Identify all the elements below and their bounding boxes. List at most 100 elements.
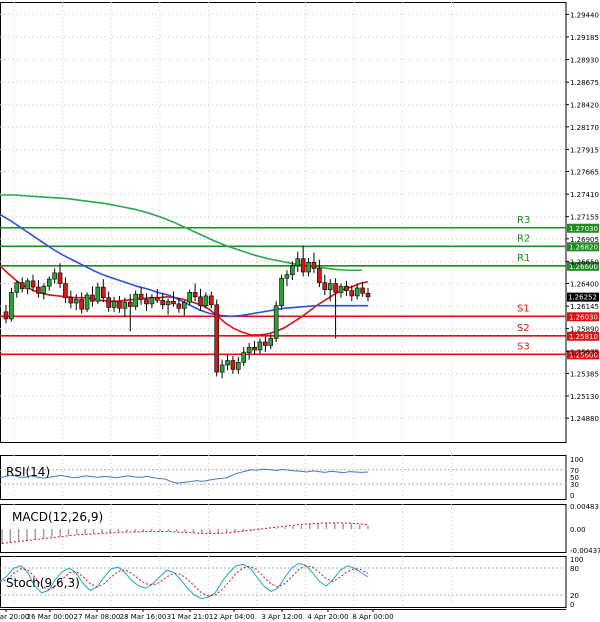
candle-body <box>14 282 20 293</box>
time-tick-label: 27 Mar 08:00 <box>74 613 121 621</box>
candle-body <box>30 280 36 288</box>
candle-body <box>165 300 171 306</box>
candle-body <box>68 297 74 304</box>
candle-body <box>36 286 41 294</box>
candle-body <box>354 287 360 297</box>
price-tick-label: 1.26145 <box>570 303 599 311</box>
candle-body <box>236 362 241 370</box>
candle-body <box>57 272 63 284</box>
time-tick-label: 2 Apr 04:00 <box>213 613 254 621</box>
level-tag-s2: 1.25810 <box>569 333 598 341</box>
stoch-k-line <box>0 562 369 600</box>
level-name-r3: R3 <box>517 215 530 226</box>
level-tag-s1: 1.26030 <box>569 313 598 321</box>
price-tick-label: 1.25890 <box>570 326 599 334</box>
stoch-tick-label: 0 <box>570 601 574 609</box>
time-tick-label: 4 Apr 20:00 <box>307 613 348 621</box>
candle-body <box>127 301 133 307</box>
price-tick-label: 1.25130 <box>570 393 599 401</box>
candle-body <box>106 297 111 308</box>
candle-body <box>263 341 268 346</box>
candle-body <box>63 283 68 298</box>
candle-body <box>209 295 214 306</box>
price-tick-label: 1.25385 <box>570 370 599 378</box>
price-tick-label: 1.27915 <box>570 146 599 154</box>
macd-signal-line <box>1 522 369 544</box>
time-tick-label: 31 Mar 21:01 <box>167 613 214 621</box>
candle-body <box>306 261 311 273</box>
level-tag-bg <box>567 312 599 322</box>
candle-body <box>187 292 193 303</box>
candle-body <box>25 280 30 290</box>
candle-body <box>349 290 355 297</box>
candle-body <box>90 294 95 302</box>
macd-tick-label: -0.004377 <box>570 547 600 555</box>
current-price-tag <box>567 292 599 302</box>
grid-lines <box>0 2 566 607</box>
candle-body <box>365 292 371 298</box>
candle-body <box>19 282 25 290</box>
candle-body <box>241 352 247 363</box>
price-tick-label: 1.27665 <box>570 169 599 177</box>
axis-labels: 1.29440 1.29185 1.28930 1.28675 1.28420 1.281… <box>0 11 600 621</box>
level-tag-r1: 1.26600 <box>569 263 598 271</box>
level-tag-bg <box>567 223 599 233</box>
candle-body <box>311 261 317 269</box>
candle-body <box>144 299 149 305</box>
candlesticks <box>3 245 371 379</box>
candle-body <box>327 283 333 291</box>
candle-body <box>333 283 338 293</box>
candle-body <box>230 360 236 370</box>
price-tick-label: 1.28420 <box>570 102 599 110</box>
price-panel-frame <box>0 2 567 443</box>
candle-body <box>360 287 365 294</box>
candle-body <box>252 346 257 351</box>
level-name-s2: S2 <box>517 323 530 334</box>
price-tick-label: 1.24880 <box>570 415 599 423</box>
level-tag-s3: 1.25600 <box>569 351 598 359</box>
level-name-r2: R2 <box>517 233 530 244</box>
candle-body <box>284 274 290 279</box>
time-tick-label: 8 Apr 00:00 <box>352 613 393 621</box>
candle-body <box>322 282 328 291</box>
level-name-r1: R1 <box>517 253 530 264</box>
candle-body <box>79 299 84 310</box>
level-tag-r2: 1.26820 <box>569 243 598 251</box>
candle-body <box>176 303 182 309</box>
candle-body <box>154 297 160 301</box>
candle-body <box>268 338 274 346</box>
candle-body <box>344 285 349 291</box>
candle-body <box>111 300 117 308</box>
candle-body <box>246 346 252 353</box>
candle-body <box>225 360 230 366</box>
ma-line <box>0 265 369 336</box>
indicator-panels <box>0 468 566 600</box>
stoch-tick-label: 100 <box>570 556 583 564</box>
level-tag-bg <box>567 331 599 341</box>
time-tick-label: 28 Mar 16:00 <box>120 613 167 621</box>
candle-body <box>41 285 47 294</box>
level-tag-r3: 1.27030 <box>569 225 598 233</box>
rsi-tick-label: 70 <box>570 467 579 475</box>
candle-body <box>46 278 52 287</box>
candle-body <box>279 277 284 306</box>
candle-body <box>149 297 155 305</box>
candle-body <box>171 300 176 305</box>
rsi-tick-label: 30 <box>570 481 579 489</box>
price-tick-label: 1.26905 <box>570 236 599 244</box>
level-tag-bg <box>567 242 599 252</box>
candle-body <box>9 292 14 320</box>
stoch-d-line <box>0 565 369 597</box>
stoch-tick-label: 20 <box>570 592 579 600</box>
candle-body <box>214 304 220 373</box>
time-tick-label: 3 Apr 12:00 <box>261 613 302 621</box>
macd-panel-frame <box>0 504 567 553</box>
candle-body <box>317 268 322 283</box>
candle-body <box>198 296 203 306</box>
candle-body <box>273 305 279 339</box>
price-tick-label: 1.29440 <box>570 11 599 19</box>
price-tick-label: 1.28170 <box>570 124 599 132</box>
time-tick-label: 26 Mar 00:00 <box>27 613 74 621</box>
candle-body <box>84 294 90 310</box>
